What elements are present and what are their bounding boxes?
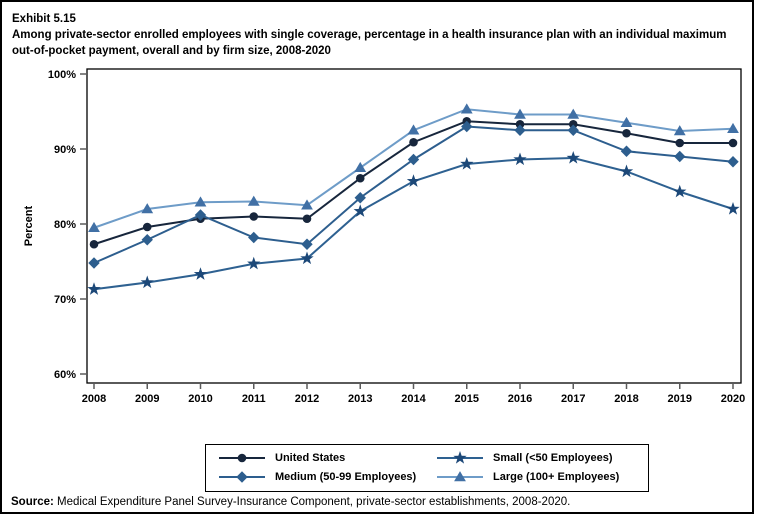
diamond-glyph: [236, 471, 248, 483]
data-point-medium-50-99-employees: [514, 124, 526, 136]
x-tick-label: 2017: [561, 393, 585, 405]
plot-frame: [86, 68, 742, 384]
data-point-united-states: [728, 138, 738, 148]
data-point-small-50-employees: [140, 275, 154, 289]
source-note: Source: Medical Expenditure Panel Survey…: [11, 496, 751, 508]
x-tick-label: 2011: [242, 393, 266, 405]
x-tick-label: 2016: [508, 393, 532, 405]
data-point-medium-50-99-employees: [674, 150, 686, 163]
y-tick-label: 70%: [54, 294, 76, 306]
data-point-united-states: [675, 138, 685, 148]
page-title: Among private-sector enrolled employees …: [12, 29, 727, 57]
diamond-marker-icon: [219, 471, 265, 483]
data-point-large-100-employees: [194, 196, 207, 207]
y-tick-label: 100%: [48, 69, 76, 81]
data-point-small-50-employees: [193, 267, 208, 280]
legend-item-small: Small (<50 Employees): [436, 450, 636, 466]
data-point-small-50-employees: [566, 151, 580, 164]
legend-item-large: Large (100+ Employees): [436, 469, 636, 485]
data-point-united-states: [89, 239, 99, 249]
data-point-large-100-employees: [301, 199, 313, 210]
title-block: Exhibit 5.15 Among private-sector enroll…: [12, 11, 736, 59]
data-point-medium-50-99-employees: [194, 209, 207, 221]
legend-label: Small (<50 Employees): [493, 452, 613, 464]
data-point-small-50-employees: [726, 202, 740, 215]
triangle-glyph: [454, 471, 466, 482]
data-point-small-50-employees: [353, 204, 367, 217]
data-point-medium-50-99-employees: [248, 231, 260, 244]
x-tick-label: 2019: [668, 393, 692, 405]
data-point-united-states: [409, 137, 418, 147]
data-point-united-states: [568, 119, 578, 129]
data-point-large-100-employees: [141, 203, 154, 214]
data-point-large-100-employees: [354, 161, 367, 173]
data-point-small-50-employees: [619, 164, 634, 178]
data-point-united-states: [302, 214, 312, 224]
legend-item-united-states: United States: [218, 450, 436, 466]
x-tick-label: 2012: [295, 393, 319, 405]
data-point-small-50-employees: [406, 174, 421, 187]
data-point-united-states: [515, 119, 525, 129]
x-tick-label: 2009: [135, 393, 159, 405]
data-point-medium-50-99-employees: [88, 257, 100, 269]
legend-item-medium: Medium (50-99 Employees): [218, 469, 436, 485]
triangle-marker-icon: [437, 471, 483, 482]
data-point-large-100-employees: [247, 195, 260, 206]
x-tick-label: 2014: [401, 393, 426, 405]
data-point-small-50-employees: [513, 152, 527, 166]
star-marker-icon: [437, 451, 483, 464]
data-point-united-states: [142, 222, 152, 232]
data-point-small-50-employees: [673, 184, 687, 198]
axis-ticks: 100% 90% 80% 70% 60% 2008 2009 2010 2011 2012 2013…: [48, 69, 745, 405]
y-tick-label: 80%: [54, 219, 76, 231]
data-point-large-100-employees: [407, 124, 420, 135]
exhibit-number: Exhibit 5.15: [12, 13, 76, 25]
data-point-medium-50-99-employees: [567, 124, 579, 136]
data-point-small-50-employees: [460, 157, 474, 170]
x-tick-label: 2020: [721, 393, 745, 405]
data-point-united-states: [249, 212, 259, 221]
y-tick-label: 90%: [54, 144, 76, 156]
data-point-large-100-employees: [567, 108, 580, 119]
y-axis-title: Percent: [23, 205, 35, 246]
data-point-large-100-employees: [460, 103, 473, 114]
legend-label: Medium (50-99 Employees): [275, 471, 417, 483]
circle-marker-icon: [219, 453, 265, 463]
data-point-medium-50-99-employees: [141, 234, 153, 246]
x-tick-label: 2008: [82, 393, 106, 405]
data-point-large-100-employees: [673, 125, 686, 136]
x-tick-label: 2015: [455, 393, 479, 405]
data-point-medium-50-99-employees: [727, 156, 739, 168]
data-point-small-50-employees: [87, 282, 101, 295]
source-text: Medical Expenditure Panel Survey-Insuran…: [53, 496, 571, 508]
series-line-medium-50-99-employees: [93, 125, 734, 264]
line-chart: Percent 100% 90% 80% 70% 60% 2008 2009 2010 2011…: [23, 68, 745, 405]
legend-label: United States: [275, 452, 346, 464]
source-label: Source:: [11, 496, 54, 508]
data-point-large-100-employees: [620, 116, 633, 128]
chart-legend: United States Small (<50 Employees) Medi…: [205, 444, 649, 492]
circle-glyph: [237, 453, 247, 463]
data-series: [87, 103, 740, 295]
data-point-small-50-employees: [247, 256, 261, 270]
x-tick-label: 2018: [614, 393, 638, 405]
legend-label: Large (100+ Employees): [493, 471, 620, 483]
x-tick-label: 2013: [348, 393, 372, 405]
y-tick-label: 60%: [54, 369, 76, 381]
data-point-large-100-employees: [88, 221, 100, 233]
x-tick-label: 2010: [188, 393, 212, 405]
data-point-small-50-employees: [300, 251, 314, 265]
data-point-united-states: [355, 173, 365, 183]
data-point-large-100-employees: [514, 108, 526, 119]
data-point-united-states: [622, 128, 631, 138]
data-point-large-100-employees: [727, 122, 739, 134]
data-point-medium-50-99-employees: [620, 145, 633, 157]
data-point-medium-50-99-employees: [301, 238, 313, 250]
star-glyph: [453, 451, 467, 464]
data-point-medium-50-99-employees: [354, 192, 366, 204]
